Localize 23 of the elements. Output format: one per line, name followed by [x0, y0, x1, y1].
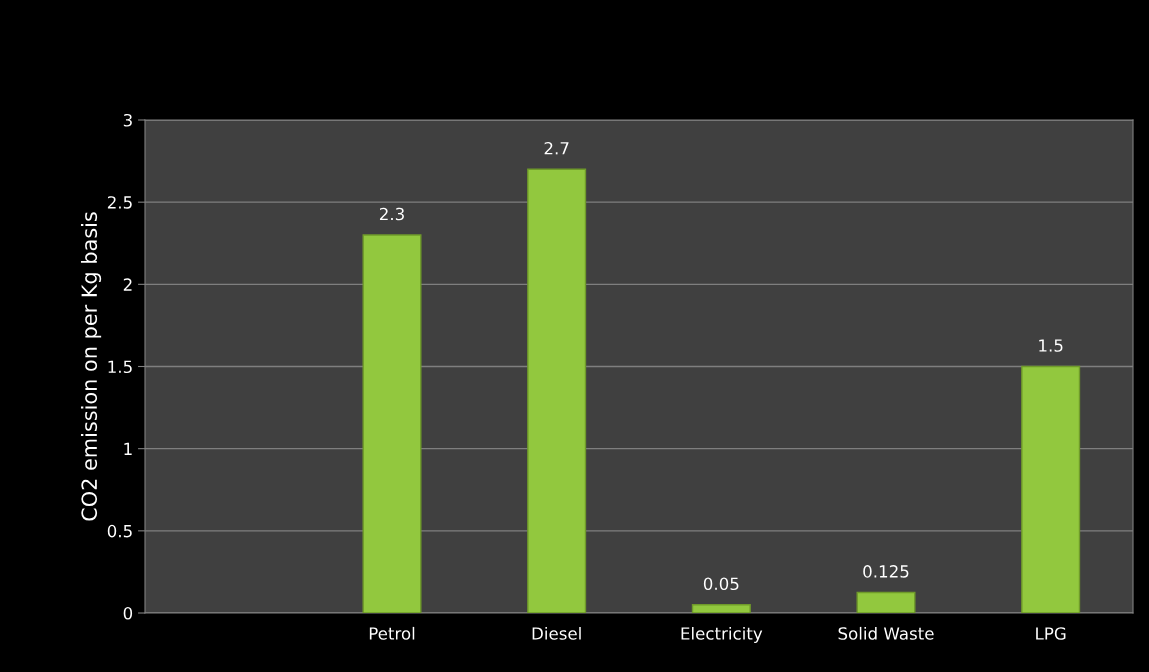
- bar: [362, 234, 422, 613]
- y-tick-label: 0.5: [107, 524, 132, 538]
- data-label: 2.3: [379, 207, 404, 221]
- y-tick-label: 0: [123, 606, 133, 620]
- x-tick-label: Diesel: [532, 626, 581, 640]
- data-label: 1.5: [1039, 339, 1063, 352]
- bar: [691, 604, 751, 613]
- y-tick-label: 2: [123, 278, 132, 291]
- bar: [1021, 365, 1081, 613]
- x-tick-label: Petrol: [369, 626, 415, 640]
- bar: [856, 591, 916, 613]
- y-tick-label: 1.5: [108, 360, 132, 374]
- x-tick-label: Solid Waste: [838, 626, 934, 640]
- bar: [527, 168, 587, 613]
- data-label: 2.7: [544, 141, 569, 155]
- x-tick-label: LPG: [1036, 627, 1066, 640]
- data-label: 0.05: [703, 577, 739, 591]
- x-tick-label: Electricity: [681, 626, 763, 644]
- y-tick-label: 1: [124, 442, 132, 455]
- y-tick-label: 2.5: [107, 196, 132, 209]
- data-label: 0.125: [863, 565, 909, 578]
- y-tick-label: 3: [123, 113, 132, 127]
- y-axis-title: CO2 emission on per Kg basis: [80, 212, 102, 521]
